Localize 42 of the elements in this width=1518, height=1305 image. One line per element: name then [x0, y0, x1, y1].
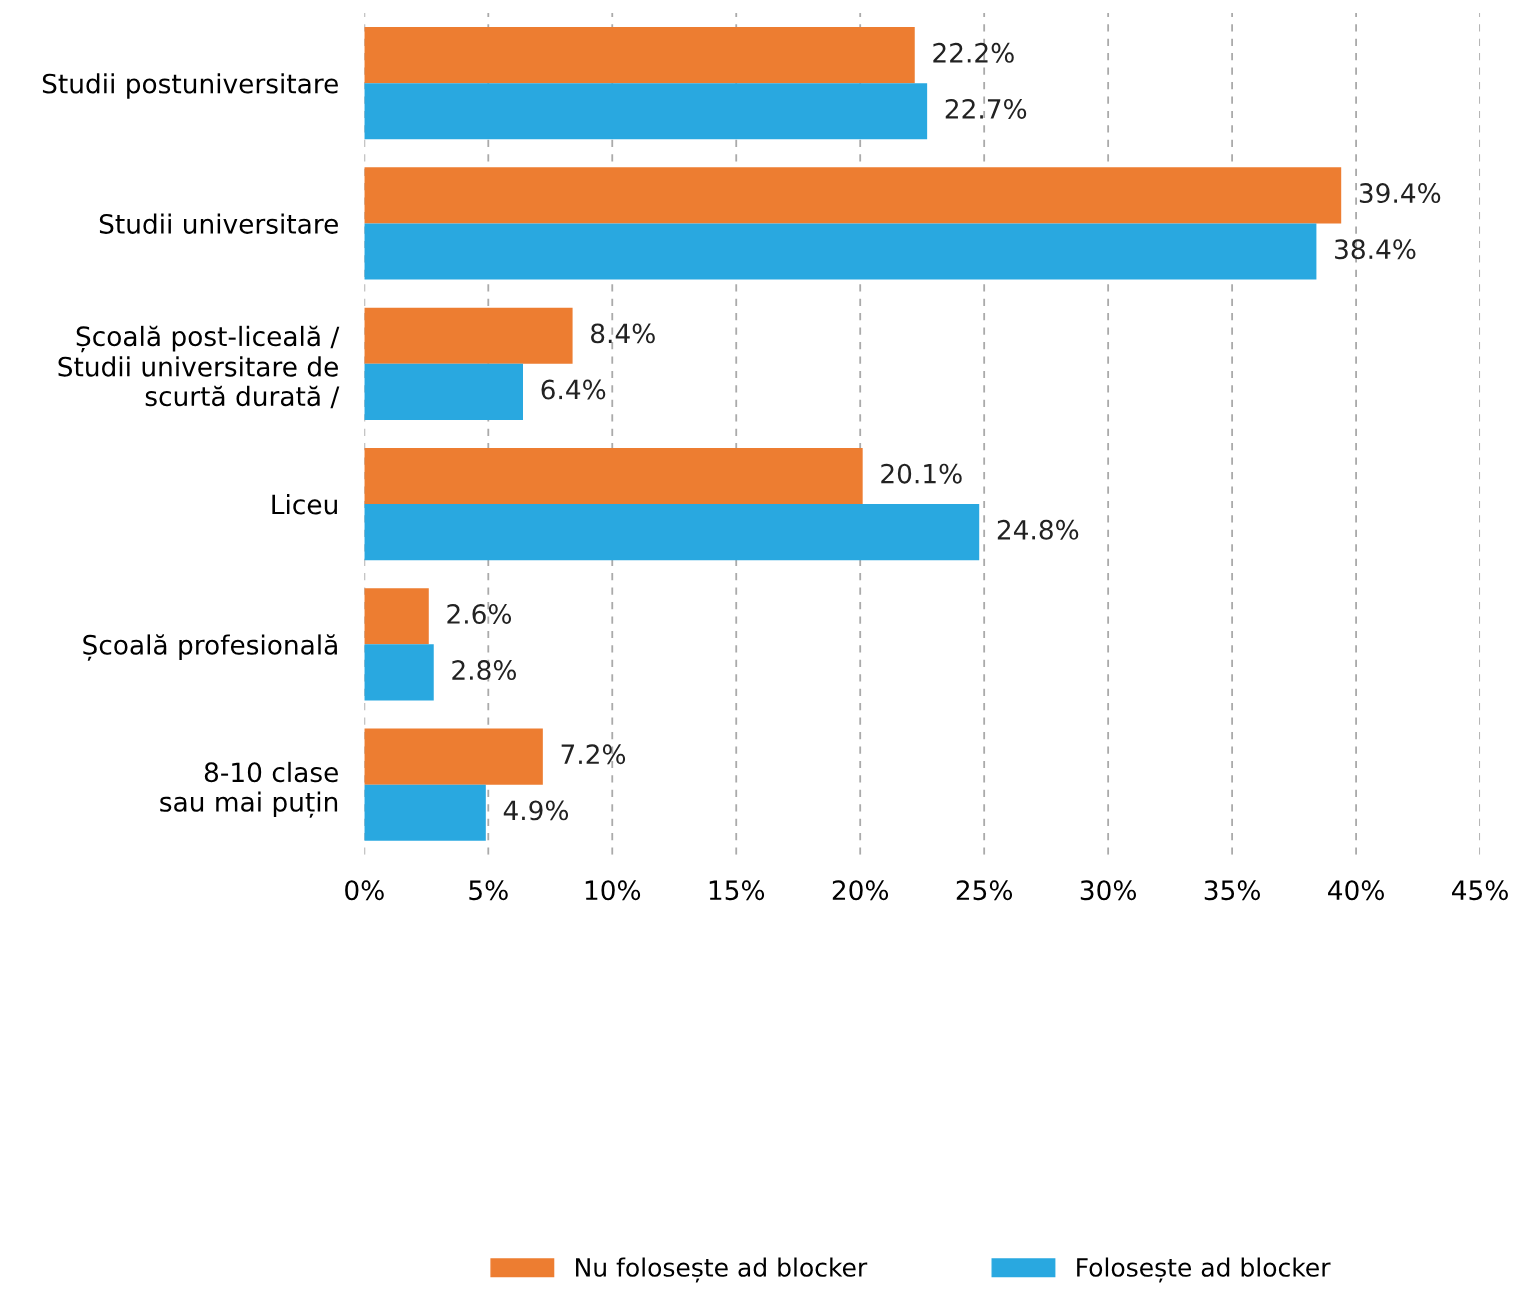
data-label: 8.4% [591, 323, 655, 344]
x-tick-label: 20% [832, 880, 889, 901]
x-tick-label: 10% [585, 880, 641, 901]
bar [364, 223, 1317, 280]
bar [364, 504, 980, 561]
data-label: 24.8% [997, 519, 1079, 540]
y-tick-label: Studii universitare [99, 213, 338, 234]
bar [364, 644, 434, 701]
y-tick-label: Școală post-liceală / Studii universitare de scurtă durată / [58, 325, 340, 409]
bar [364, 784, 486, 841]
data-label: 4.9% [503, 800, 569, 821]
data-label: 2.6% [447, 603, 512, 624]
x-tick-label: 40% [1328, 880, 1384, 901]
data-label: 22.2% [933, 42, 1014, 63]
y-tick-label: Școală profesională [83, 634, 337, 661]
x-tick-label: 45% [1452, 880, 1508, 901]
x-tick-label: 5% [469, 880, 508, 901]
data-label: 7.2% [561, 744, 626, 765]
x-tick-label: 25% [956, 880, 1013, 901]
legend-label: Nu folosește ad blocker [576, 1257, 868, 1283]
bar [364, 447, 863, 505]
bar [364, 728, 543, 785]
legend-label: Folosește ad blocker [1077, 1257, 1331, 1283]
y-tick-label: Studii postuniversitare [42, 73, 338, 99]
x-tick-label: 0% [345, 880, 384, 901]
data-label: 39.4% [1359, 183, 1441, 204]
y-tick-label: Liceu [272, 494, 337, 515]
data-label: 6.4% [541, 379, 606, 400]
bar [364, 167, 1342, 224]
data-label: 20.1% [881, 463, 962, 484]
y-tick-label: 8-10 clase sau mai puțin [160, 761, 338, 818]
data-label: 2.8% [452, 660, 516, 681]
data-label: 22.7% [945, 98, 1027, 119]
bar [364, 83, 928, 140]
bar [364, 363, 523, 420]
data-label: 38.4% [1335, 239, 1416, 260]
bar [364, 307, 573, 364]
x-tick-label: 15% [709, 880, 765, 901]
x-tick-label: 35% [1204, 880, 1260, 901]
x-tick-label: 30% [1080, 880, 1137, 901]
bar [364, 27, 915, 84]
bar [364, 588, 429, 645]
